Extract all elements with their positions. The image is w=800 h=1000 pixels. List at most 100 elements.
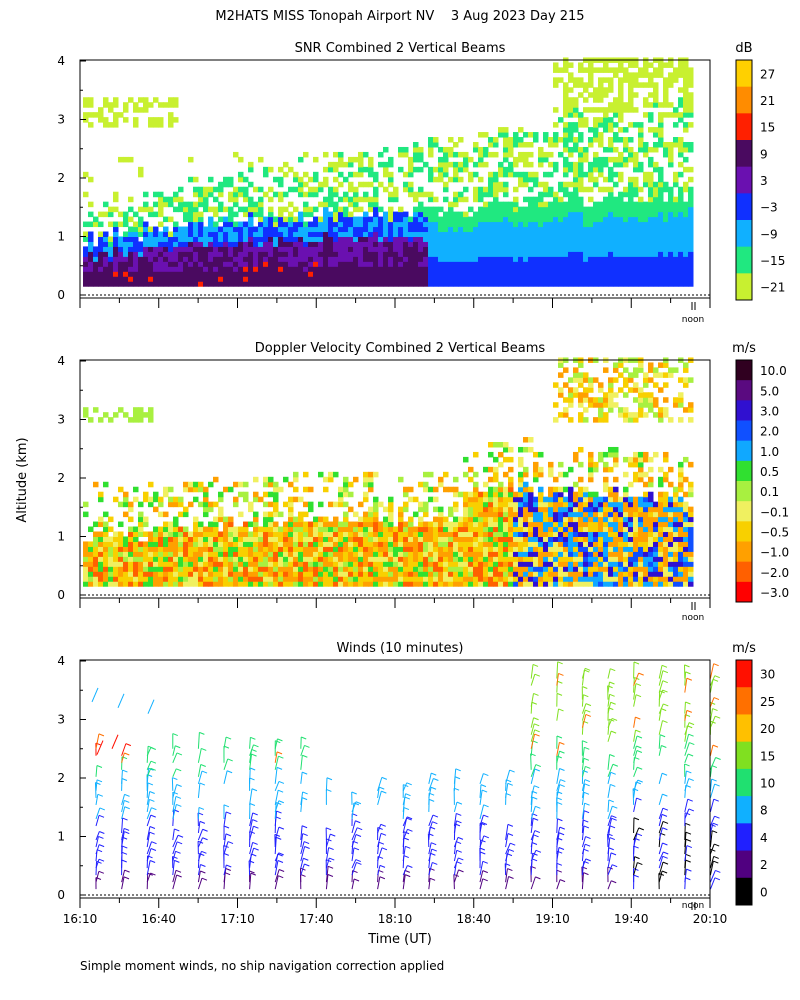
doppler-y-axis: 0 1 2 3 4 bbox=[57, 354, 710, 602]
snr-heatmap-field bbox=[83, 57, 694, 287]
y-axis-label: Altitude (km) bbox=[15, 437, 30, 522]
colorbar-label: −9 bbox=[760, 227, 778, 241]
y-tick-label: 2 bbox=[57, 471, 65, 485]
colorbar-label: 20 bbox=[760, 722, 775, 736]
colorbar-label: 25 bbox=[760, 695, 775, 709]
snr-noon-label: noon bbox=[682, 315, 704, 325]
doppler-heatmap-field bbox=[83, 357, 694, 587]
winds-panel: Winds (10 minutes) 0 1 2 3 4 16:10 16:40 17:10… bbox=[57, 641, 775, 926]
y-tick-label: 0 bbox=[57, 888, 65, 902]
colorbar-swatch bbox=[736, 220, 752, 248]
colorbar-label: −1.0 bbox=[760, 546, 789, 560]
colorbar-label: 15 bbox=[760, 121, 775, 135]
winds-panel-title: Winds (10 minutes) bbox=[336, 641, 463, 656]
colorbar-label: 27 bbox=[760, 67, 775, 81]
colorbar-swatch bbox=[736, 501, 752, 522]
colorbar-label: −15 bbox=[760, 254, 785, 268]
colorbar-swatch bbox=[736, 561, 752, 583]
figure-title: M2HATS MISS Tonopah Airport NV 3 Aug 202… bbox=[215, 9, 584, 24]
y-tick-label: 3 bbox=[57, 713, 65, 727]
snr-colorbar: 27 21 15 9 3 −3 −9 −15 −21 bbox=[735, 59, 785, 301]
colorbar-swatch bbox=[736, 796, 752, 824]
colorbar-label: 3 bbox=[760, 174, 768, 188]
winds-x-axis: 16:10 16:40 17:10 17:40 18:10 18:40 19:10 19:40… bbox=[63, 898, 728, 926]
colorbar-label: −0.1 bbox=[760, 505, 789, 519]
colorbar-label: 4 bbox=[760, 831, 768, 845]
footnote: Simple moment winds, no ship navigation … bbox=[80, 959, 444, 973]
colorbar-swatch bbox=[736, 741, 752, 770]
doppler-colorbar-unit: m/s bbox=[732, 341, 756, 356]
colorbar-swatch bbox=[736, 246, 752, 274]
x-tick-label: 17:40 bbox=[299, 912, 334, 926]
colorbar-label: 5.0 bbox=[760, 384, 779, 398]
colorbar-label: 10.0 bbox=[760, 364, 787, 378]
colorbar-label: 3.0 bbox=[760, 404, 779, 418]
x-tick-label: 19:40 bbox=[614, 912, 649, 926]
colorbar-swatch bbox=[736, 166, 752, 194]
doppler-x-ticks bbox=[79, 598, 711, 610]
colorbar-frame bbox=[735, 659, 753, 906]
colorbar-swatch bbox=[736, 193, 752, 221]
snr-panel: SNR Combined 2 Vertical Beams 0 1 2 3 4 noon… bbox=[57, 41, 785, 325]
y-tick-label: 4 bbox=[57, 654, 65, 668]
colorbar-swatch bbox=[736, 823, 752, 852]
colorbar-swatch bbox=[736, 521, 752, 542]
colorbar-label: 2 bbox=[760, 858, 768, 872]
colorbar-label: −3.0 bbox=[760, 586, 789, 600]
x-tick-label: 16:10 bbox=[63, 912, 98, 926]
y-tick-label: 3 bbox=[57, 413, 65, 427]
y-tick-label: 0 bbox=[57, 288, 65, 302]
x-tick-label: 16:40 bbox=[141, 912, 176, 926]
x-axis-label: Time (UT) bbox=[367, 932, 432, 947]
colorbar-swatch bbox=[736, 360, 752, 381]
colorbar-swatch bbox=[736, 380, 752, 401]
snr-colorbar-unit: dB bbox=[735, 41, 752, 56]
colorbar-label: 21 bbox=[760, 94, 775, 108]
y-tick-label: 2 bbox=[57, 771, 65, 785]
colorbar-label: −3 bbox=[760, 201, 778, 215]
colorbar-swatch bbox=[736, 687, 752, 715]
y-tick-label: 1 bbox=[57, 530, 65, 544]
colorbar-label: −0.5 bbox=[760, 525, 789, 539]
colorbar-label: 8 bbox=[760, 804, 768, 818]
colorbar-swatch bbox=[736, 273, 752, 301]
y-tick-label: 2 bbox=[57, 171, 65, 185]
colorbar-frame bbox=[735, 59, 753, 301]
snr-panel-title: SNR Combined 2 Vertical Beams bbox=[295, 41, 506, 56]
colorbar-swatch bbox=[736, 86, 752, 114]
colorbar-swatch bbox=[736, 850, 752, 879]
x-tick-label: 20:10 bbox=[693, 912, 728, 926]
doppler-noon-label: noon bbox=[682, 613, 704, 623]
y-tick-label: 3 bbox=[57, 113, 65, 127]
y-tick-label: 4 bbox=[57, 354, 65, 368]
colorbar-swatch bbox=[736, 140, 752, 168]
colorbar-swatch bbox=[736, 460, 752, 482]
colorbar-frame bbox=[735, 359, 753, 603]
colorbar-label: −21 bbox=[760, 281, 785, 295]
y-tick-label: 4 bbox=[57, 54, 65, 68]
x-tick-label: 18:40 bbox=[456, 912, 491, 926]
colorbar-swatch bbox=[736, 440, 752, 462]
wind-barbs-field bbox=[91, 661, 721, 890]
winds-colorbar-unit: m/s bbox=[732, 641, 756, 656]
colorbar-label: 10 bbox=[760, 777, 775, 791]
colorbar-label: 0.5 bbox=[760, 465, 779, 479]
snr-x-ticks bbox=[79, 298, 711, 310]
colorbar-swatch bbox=[736, 541, 752, 563]
colorbar-swatch bbox=[736, 714, 752, 743]
colorbar-swatch bbox=[736, 581, 752, 603]
y-tick-label: 1 bbox=[57, 230, 65, 244]
x-tick-label: 19:10 bbox=[535, 912, 570, 926]
colorbar-swatch bbox=[736, 877, 752, 906]
colorbar-swatch bbox=[736, 113, 752, 141]
colorbar-label: 0 bbox=[760, 885, 768, 899]
colorbar-swatch bbox=[736, 768, 752, 797]
colorbar-label: 9 bbox=[760, 147, 768, 161]
doppler-panel: Doppler Velocity Combined 2 Vertical Bea… bbox=[57, 341, 789, 623]
colorbar-label: 0.1 bbox=[760, 485, 779, 499]
snr-y-axis: 0 1 2 3 4 bbox=[57, 54, 710, 302]
colorbar-swatch bbox=[736, 60, 752, 88]
colorbar-label: 2.0 bbox=[760, 425, 779, 439]
colorbar-swatch bbox=[736, 660, 752, 688]
